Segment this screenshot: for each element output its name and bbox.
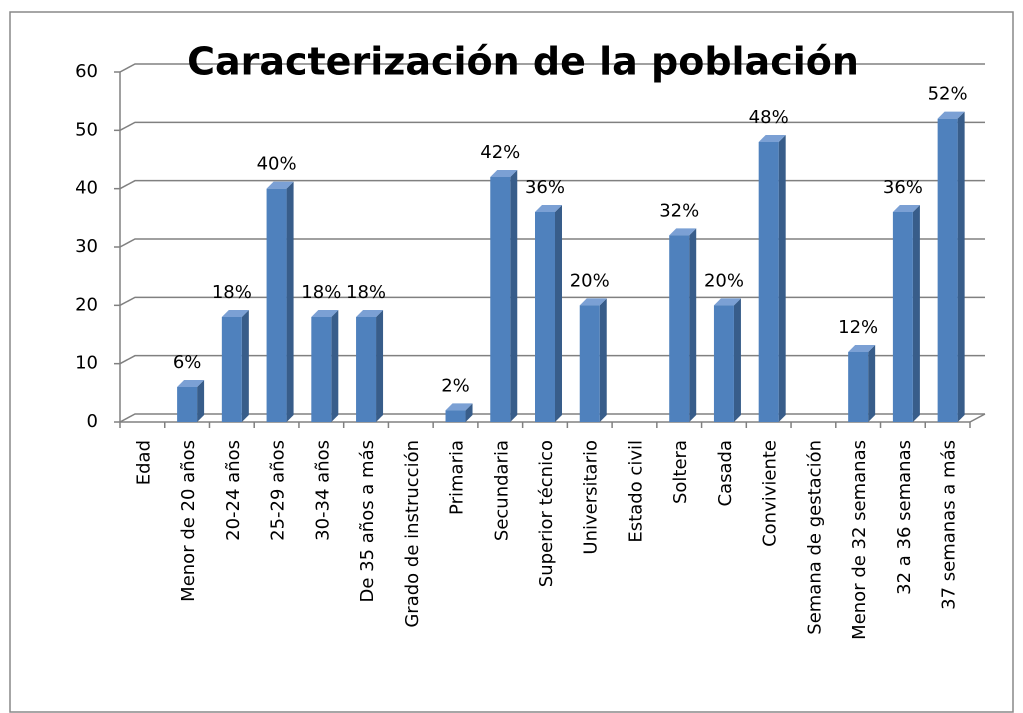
grid-line (119, 296, 985, 306)
bar-top (177, 380, 205, 387)
y-tick-label: 0 (87, 411, 98, 432)
y-tick-label: 10 (75, 353, 98, 374)
bar-top (937, 111, 965, 119)
x-tick-label: Estado civil (625, 440, 646, 543)
bar (535, 212, 555, 422)
x-tick-label: 32 a 36 semanas (894, 440, 915, 595)
data-label: 18% (212, 282, 252, 303)
bar-side (957, 111, 965, 423)
bar-top (848, 345, 876, 352)
bar-top (758, 135, 786, 142)
x-tick-label: Soltera (670, 440, 691, 504)
bar-top (535, 205, 562, 212)
x-tick-label: Conviviente (760, 440, 781, 547)
data-label: 36% (883, 177, 923, 198)
y-tick-label: 20 (75, 294, 98, 315)
x-tick-label: De 35 años a más (357, 440, 378, 603)
data-label: 48% (749, 107, 789, 128)
data-label: 52% (928, 84, 968, 105)
bar (758, 142, 779, 422)
bar (713, 305, 734, 422)
grid-line (119, 413, 985, 423)
bar-side (912, 205, 920, 422)
bar-top (311, 310, 339, 317)
data-label: 2% (441, 375, 470, 396)
x-tick-label: 25-29 años (268, 440, 289, 541)
bar (669, 235, 690, 422)
data-label: 6% (173, 352, 202, 373)
bar (356, 317, 377, 422)
bar-side (778, 135, 786, 422)
bar (579, 305, 600, 422)
y-tick-label: 30 (75, 236, 98, 257)
bar-side (733, 298, 741, 422)
x-tick-label: Grado de instrucción (402, 440, 423, 628)
bar-top (490, 170, 518, 177)
bar-side (376, 310, 384, 422)
grid-line (119, 63, 985, 73)
bar-top (266, 181, 294, 189)
bar-side (465, 403, 473, 422)
grid-line (119, 238, 985, 248)
data-label: 18% (346, 282, 386, 303)
bar-top (669, 228, 697, 236)
y-tick-label: 40 (75, 178, 98, 199)
x-tick-label: 30-34 años (312, 440, 333, 541)
x-tick-label: Universitario (581, 440, 602, 555)
data-label: 42% (480, 142, 520, 163)
bar-top (579, 298, 607, 306)
x-tick-label: Superior técnico (536, 440, 557, 587)
bar-side (555, 205, 562, 422)
x-tick-label: Casada (715, 440, 736, 506)
x-tick-label: Menor de 20 años (178, 440, 199, 602)
bar-top (356, 310, 384, 317)
data-label: 20% (570, 270, 610, 291)
floor-edge (969, 413, 986, 423)
data-label: 36% (525, 177, 565, 198)
grid-line (119, 179, 985, 190)
x-tick-label: 20-24 años (223, 440, 244, 541)
bar-side (197, 380, 205, 422)
bar-side (599, 298, 607, 422)
chart-title: Caracterización de la población (187, 40, 859, 84)
bar (445, 410, 466, 422)
grid-line (119, 354, 985, 365)
bar (937, 118, 958, 423)
bar (848, 352, 869, 422)
data-label: 12% (838, 317, 878, 338)
bar (221, 317, 242, 422)
bar (266, 188, 287, 422)
bar-side (689, 228, 697, 422)
data-label: 32% (659, 200, 699, 221)
bar-top (221, 310, 249, 317)
bar (490, 177, 511, 422)
bar (177, 387, 198, 422)
bar-top (445, 403, 473, 411)
x-tick-label: 37 semanas a más (939, 440, 960, 610)
bar-top (713, 298, 741, 306)
grid-line (119, 121, 985, 131)
y-tick-label: 50 (75, 119, 98, 140)
y-tick-label: 60 (75, 61, 98, 82)
bar (892, 212, 913, 422)
bar-side (331, 310, 339, 422)
bar-side (868, 345, 876, 422)
x-tick-label: Secundaria (491, 440, 512, 541)
data-label: 18% (301, 282, 341, 303)
bar-side (241, 310, 249, 422)
bar-top (892, 205, 920, 212)
x-tick-label: Menor de 32 semanas (849, 440, 870, 640)
x-tick-label: Semana de gestación (804, 440, 825, 635)
x-tick-label: Edad (133, 440, 154, 485)
data-label: 40% (257, 154, 297, 175)
x-tick-label: Primaria (447, 440, 468, 515)
bar-side (510, 170, 518, 422)
bar-side (286, 181, 294, 422)
data-label: 20% (704, 270, 744, 291)
bar (311, 317, 332, 422)
